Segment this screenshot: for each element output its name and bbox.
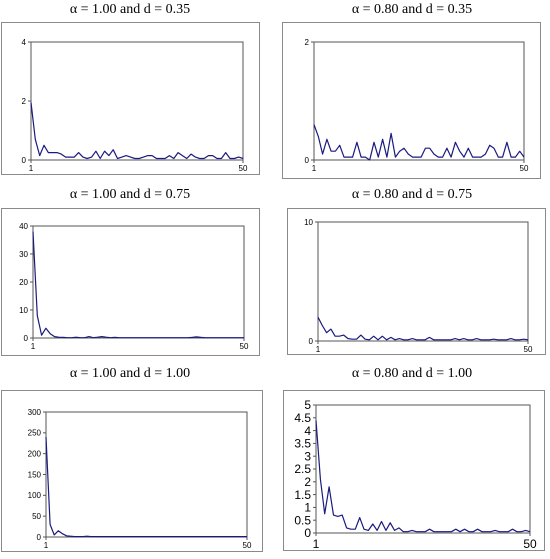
y-tick-label-6-1: 0.5 — [294, 513, 311, 527]
y-tick-label-6-5: 2.5 — [294, 462, 311, 476]
y-tick-label-6-0: 0 — [304, 526, 311, 540]
chart-title-5: α = 1.00 and d = 1.00 — [69, 366, 191, 381]
y-tick-label-3-4: 40 — [19, 222, 28, 231]
series-line-4-0 — [317, 316, 529, 341]
y-tick-label-6-3: 1.5 — [294, 488, 311, 502]
y-tick-label-3-3: 30 — [19, 250, 28, 259]
chart-frame-6 — [283, 390, 545, 551]
x-tick-label-4-1: 50 — [524, 345, 533, 354]
y-tick-label-5-1: 50 — [32, 512, 41, 521]
y-tick-label-6-4: 2 — [304, 475, 311, 489]
series-line-5-0 — [45, 436, 247, 538]
chart-frame-5 — [1, 390, 263, 552]
y-tick-label-3-0: 0 — [24, 334, 29, 343]
y-tick-label-6-9: 4.5 — [294, 411, 311, 425]
y-tick-label-5-3: 150 — [28, 470, 42, 479]
y-tick-label-5-2: 100 — [28, 491, 42, 500]
y-tick-label-6-10: 5 — [304, 398, 311, 412]
x-tick-label-4-0: 1 — [316, 345, 321, 354]
y-tick-label-3-2: 20 — [19, 278, 28, 287]
series-line-3-0 — [32, 231, 244, 339]
series-line-1-0 — [30, 102, 244, 160]
x-tick-label-1-0: 1 — [29, 164, 34, 173]
y-tick-label-6-2: 1 — [304, 501, 311, 515]
y-tick-label-6-8: 4 — [304, 424, 311, 438]
y-tick-label-5-0: 0 — [37, 533, 42, 542]
x-tick-label-3-0: 1 — [31, 342, 36, 351]
y-tick-label-5-6: 300 — [28, 408, 42, 417]
plot-area-6 — [315, 404, 531, 534]
x-tick-label-5-1: 50 — [243, 541, 252, 550]
plot-area-5 — [45, 411, 248, 538]
x-tick-label-2-1: 50 — [520, 164, 529, 173]
y-tick-label-1-2: 4 — [22, 38, 27, 47]
x-tick-label-3-1: 50 — [240, 342, 249, 351]
chart-frame-1 — [1, 22, 260, 175]
y-tick-label-5-5: 250 — [28, 429, 42, 438]
chart-frame-2 — [282, 22, 541, 179]
x-tick-label-6-0: 1 — [313, 537, 320, 551]
chart-title-6: α = 0.80 and d = 1.00 — [351, 366, 473, 381]
y-tick-label-1-0: 0 — [22, 156, 27, 165]
y-tick-label-1-1: 2 — [22, 97, 27, 106]
x-tick-label-5-0: 1 — [44, 541, 49, 550]
y-tick-label-2-1: 2 — [305, 38, 310, 47]
chart-title-2: α = 0.80 and d = 0.35 — [351, 2, 473, 17]
y-tick-label-6-6: 3 — [304, 449, 311, 463]
chart-title-1: α = 1.00 and d = 0.35 — [69, 2, 191, 17]
y-tick-label-4-1: 10 — [304, 218, 313, 227]
y-tick-label-3-1: 10 — [19, 306, 28, 315]
y-tick-label-6-7: 3.5 — [294, 437, 311, 451]
y-tick-label-4-0: 0 — [309, 337, 314, 346]
y-tick-label-5-4: 200 — [28, 449, 42, 458]
plot-area-1 — [30, 41, 244, 161]
plot-area-3 — [32, 225, 245, 339]
chart-frame-4 — [287, 208, 546, 355]
series-line-2-0 — [313, 124, 525, 161]
chart-title-4: α = 0.80 and d = 0.75 — [351, 187, 473, 202]
x-tick-label-2-0: 1 — [312, 164, 317, 173]
x-tick-label-6-1: 50 — [523, 537, 537, 551]
plot-area-2 — [313, 41, 525, 161]
y-tick-label-2-0: 0 — [305, 156, 310, 165]
x-tick-label-1-1: 50 — [239, 164, 248, 173]
series-line-6-0 — [315, 420, 531, 533]
chart-title-3: α = 1.00 and d = 0.75 — [69, 187, 191, 202]
plot-area-4 — [317, 221, 529, 342]
